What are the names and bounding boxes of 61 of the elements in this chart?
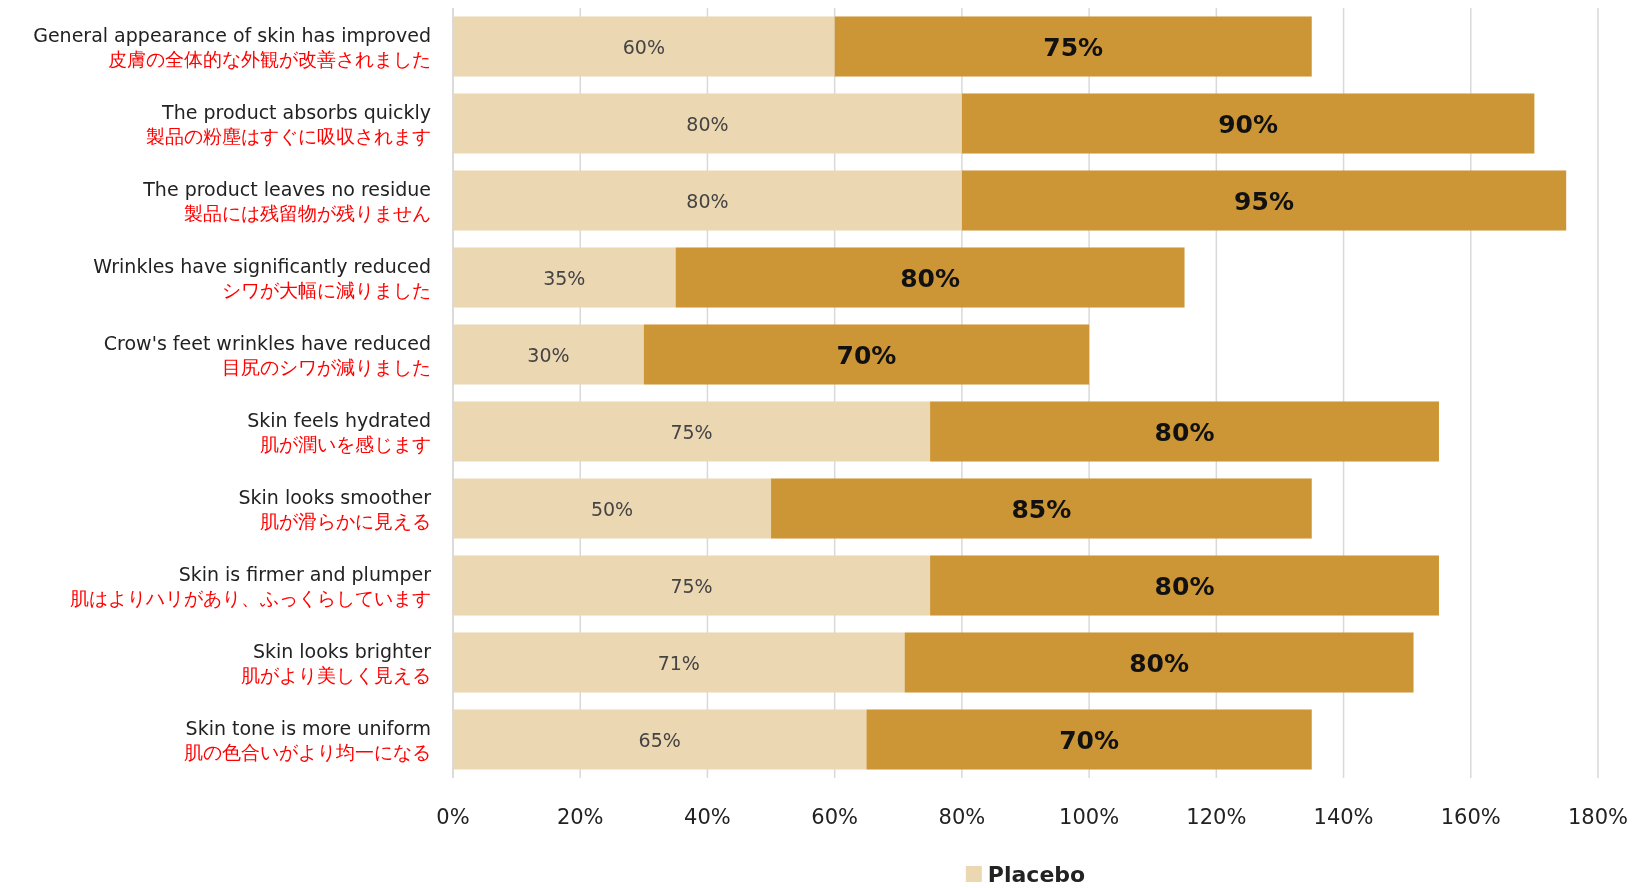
data-label: 80% bbox=[900, 263, 961, 293]
x-tick-label: 60% bbox=[811, 805, 859, 829]
bar bbox=[453, 632, 905, 693]
x-tick-label: 20% bbox=[556, 805, 604, 829]
bar bbox=[453, 93, 962, 154]
data-label: 35% bbox=[543, 266, 586, 289]
data-label: 75% bbox=[670, 574, 713, 597]
bar bbox=[453, 324, 644, 385]
data-label: 80% bbox=[1154, 417, 1215, 447]
data-label: 71% bbox=[657, 651, 700, 674]
x-tick-label: 120% bbox=[1186, 805, 1247, 829]
data-label: 65% bbox=[638, 728, 681, 751]
y-tick-label: Crow's feet wrinkles have reduced 目尻のシワが減りました bbox=[103, 331, 431, 378]
data-label: 50% bbox=[590, 497, 634, 520]
data-label: 80% bbox=[1154, 571, 1215, 601]
x-tick-label: 0% bbox=[436, 805, 470, 829]
legend-label: Placebo bbox=[987, 862, 1086, 887]
bar bbox=[453, 709, 867, 770]
bar bbox=[930, 555, 1439, 616]
data-label: 75% bbox=[670, 420, 713, 443]
y-tick-label: Skin is firmer and plumper 肌はよりハリがあり、ふっくらしています bbox=[70, 562, 432, 609]
bar bbox=[866, 709, 1312, 770]
x-tick-label: 160% bbox=[1440, 805, 1501, 829]
data-label: 85% bbox=[1011, 494, 1072, 524]
data-label: 70% bbox=[1059, 725, 1120, 755]
bar bbox=[675, 247, 1185, 308]
x-tick-label: 40% bbox=[684, 805, 731, 829]
x-tick-label: 80% bbox=[938, 805, 986, 829]
y-tick-label: Skin feels hydrated 肌が潤いを感じます bbox=[247, 408, 431, 455]
data-label: 80% bbox=[1129, 648, 1190, 678]
bar bbox=[771, 478, 1312, 539]
data-label: 70% bbox=[836, 340, 897, 370]
bar bbox=[961, 170, 1567, 231]
bar bbox=[643, 324, 1090, 385]
y-tick-label: The product absorbs quickly 製品の粉塵はすぐに吸収されます bbox=[146, 100, 431, 147]
x-tick-label: 140% bbox=[1313, 805, 1374, 829]
data-label: 90% bbox=[1218, 109, 1279, 139]
bar bbox=[453, 555, 931, 616]
x-tick-label: 180% bbox=[1567, 805, 1629, 829]
bar bbox=[930, 401, 1439, 462]
data-label: 60% bbox=[622, 35, 665, 58]
y-tick-label: Skin looks brighter 肌がより美しく見える bbox=[241, 639, 432, 686]
data-label: 80% bbox=[686, 189, 729, 212]
bar bbox=[453, 247, 676, 308]
bar bbox=[453, 170, 962, 231]
data-label: 80% bbox=[686, 112, 729, 135]
y-tick-label: Skin tone is more uniform 肌の色合いがより均一になる bbox=[184, 716, 431, 763]
y-tick-label: Wrinkles have significantly reduced シワが大幅に減りました bbox=[93, 254, 431, 301]
y-tick-label: The product leaves no residue 製品には残留物が残りません bbox=[142, 177, 431, 224]
data-label: 30% bbox=[527, 343, 570, 366]
bar bbox=[453, 401, 931, 462]
y-tick-label: General appearance of skin has improved 皮膚の全体的な外観が改善されました bbox=[33, 23, 431, 70]
bar bbox=[961, 93, 1535, 154]
bar bbox=[904, 632, 1414, 693]
bar bbox=[453, 478, 772, 539]
x-tick-label: 100% bbox=[1059, 805, 1120, 829]
bar bbox=[453, 16, 835, 77]
bar bbox=[834, 16, 1312, 77]
data-label: 75% bbox=[1043, 32, 1104, 62]
y-tick-label: Skin looks smoother 肌が滑らかに見える bbox=[238, 485, 432, 532]
data-label: 95% bbox=[1234, 186, 1294, 216]
